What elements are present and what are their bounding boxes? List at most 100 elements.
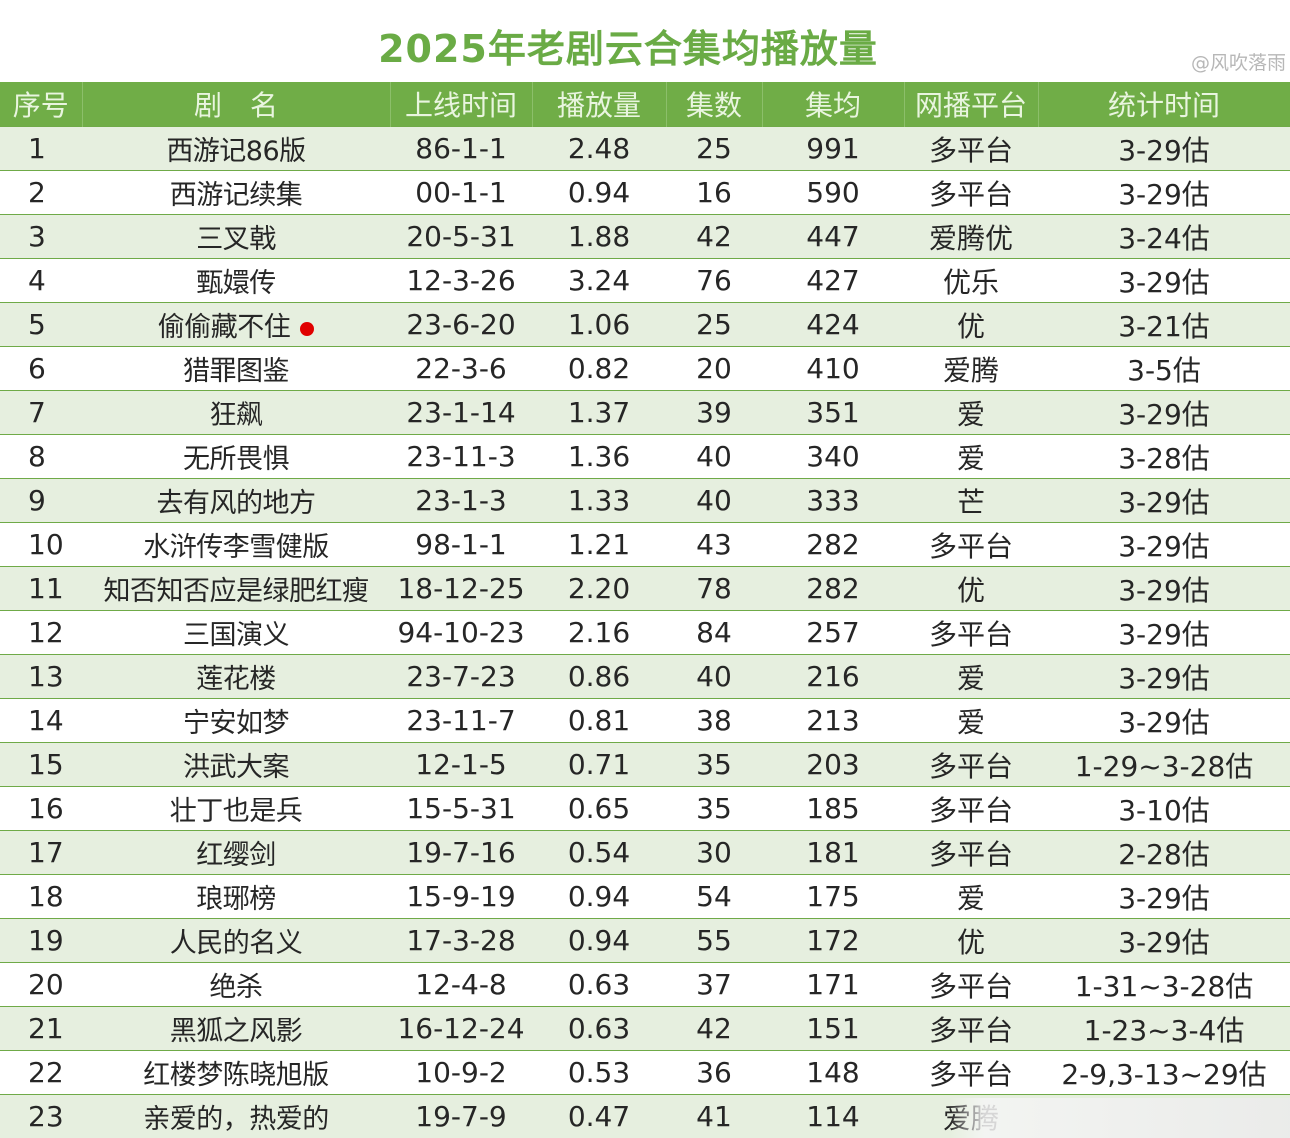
cell-text: 爱腾 <box>942 353 999 387</box>
cell-col-episodes: 41 <box>666 1094 762 1138</box>
cell-col-index: 21 <box>0 1006 82 1051</box>
cell-text: 3-10估 <box>1118 793 1210 827</box>
cell-col-index: 16 <box>0 786 82 831</box>
cell-col-episodes: 42 <box>666 214 762 259</box>
cell-col-views: 1.37 <box>532 390 666 435</box>
cell-col-platform: 多平台 <box>904 742 1038 787</box>
cell-col-title: 偷偷藏不住 <box>82 302 390 347</box>
cell-col-views: 0.65 <box>532 786 666 831</box>
header-col-episodes: 集数 <box>666 82 763 127</box>
cell-col-avg: 590 <box>762 170 904 215</box>
cell-text: 30 <box>696 836 732 869</box>
table-row: 20 绝杀 12-4-8 0.63 37 171 多平台 1-31~3-28估 <box>0 962 1290 1007</box>
cell-text: 去有风的地方 <box>156 488 317 519</box>
table-row: 19 人民的名义 17-3-28 0.94 55 172 优 3-29估 <box>0 918 1290 963</box>
cell-text: 人民的名义 <box>169 928 303 959</box>
cell-text: 41 <box>696 1100 732 1133</box>
cell-col-platform: 多平台 <box>904 522 1038 567</box>
cell-text: 3-29估 <box>1118 925 1210 959</box>
cell-col-episodes: 78 <box>666 566 762 611</box>
cell-text: 多平台 <box>928 133 1013 167</box>
cell-col-stat-time: 3-29估 <box>1038 698 1290 743</box>
cell-text: 76 <box>696 264 732 297</box>
cell-col-views: 0.47 <box>532 1094 666 1138</box>
cell-text: 三叉戟 <box>196 224 276 255</box>
cell-col-views: 0.63 <box>532 962 666 1007</box>
cell-col-index: 14 <box>0 698 82 743</box>
cell-col-title: 洪武大案 <box>82 742 390 787</box>
cell-col-views: 0.54 <box>532 830 666 875</box>
cell-text: 3-29估 <box>1118 705 1210 739</box>
cell-text: 爱腾优 <box>928 221 1013 255</box>
cell-col-stat-time: 3-10估 <box>1038 786 1290 831</box>
cell-text: 3-29估 <box>1118 661 1210 695</box>
cell-text: 171 <box>806 968 860 1001</box>
cell-col-title: 红楼梦陈晓旭版 <box>82 1050 390 1095</box>
cell-text: 257 <box>806 616 860 649</box>
cell-col-stat-time: 3-29估 <box>1038 522 1290 567</box>
cell-text: 三国演义 <box>183 620 290 651</box>
cell-col-title: 琅琊榜 <box>82 874 390 919</box>
cell-text: 410 <box>806 352 860 385</box>
cell-text: 424 <box>806 308 860 341</box>
cell-text: 1.21 <box>567 528 631 561</box>
table-row: 5 偷偷藏不住 23-6-20 1.06 25 424 优 3-21估 <box>0 302 1290 347</box>
cell-text: 114 <box>806 1100 860 1133</box>
cell-col-title: 壮丁也是兵 <box>82 786 390 831</box>
cell-text: 15-5-31 <box>406 792 516 825</box>
cell-text: 20 <box>696 352 732 385</box>
table-row: 9 去有风的地方 23-1-3 1.33 40 333 芒 3-29估 <box>0 478 1290 523</box>
cell-col-index: 18 <box>0 874 82 919</box>
table-row: 6 猎罪图鉴 22-3-6 0.82 20 410 爱腾 3-5估 <box>0 346 1290 391</box>
cell-col-release: 23-1-14 <box>390 390 532 435</box>
cell-text: 1.88 <box>567 220 631 253</box>
cell-col-avg: 151 <box>762 1006 904 1051</box>
cell-text: 333 <box>806 484 860 517</box>
cell-text: 甄嬛传 <box>196 268 276 299</box>
cell-text: 16 <box>696 176 732 209</box>
cell-text: 3-28估 <box>1118 441 1210 475</box>
cell-col-views: 1.88 <box>532 214 666 259</box>
cell-text: 42 <box>696 220 732 253</box>
cell-col-views: 0.53 <box>532 1050 666 1095</box>
cell-col-index: 22 <box>0 1050 82 1095</box>
cell-col-platform: 多平台 <box>904 170 1038 215</box>
cell-text: 22 <box>28 1056 64 1089</box>
cell-col-stat-time: 1-29~3-28估 <box>1038 742 1290 787</box>
cell-text: 狂飙 <box>209 400 264 431</box>
cell-col-avg: 203 <box>762 742 904 787</box>
cell-text: 2.20 <box>567 572 631 605</box>
cell-text: 185 <box>806 792 860 825</box>
cell-col-avg: 340 <box>762 434 904 479</box>
cell-text: 2.16 <box>567 616 631 649</box>
cell-col-release: 12-4-8 <box>390 962 532 1007</box>
cell-col-release: 15-5-31 <box>390 786 532 831</box>
cell-text: 55 <box>696 924 732 957</box>
table-row: 16 壮丁也是兵 15-5-31 0.65 35 185 多平台 3-10估 <box>0 786 1290 831</box>
cell-text: 3-24估 <box>1118 221 1210 255</box>
cell-text: 12-1-5 <box>415 748 507 781</box>
table-row: 14 宁安如梦 23-11-7 0.81 38 213 爱 3-29估 <box>0 698 1290 743</box>
cell-text: 148 <box>806 1056 860 1089</box>
cell-col-stat-time: 3-29估 <box>1038 566 1290 611</box>
ratings-table: 序号剧 名上线时间 播放量 集数 集均 网播平台 统计时间 1 西游记86版 86-1-1 2.… <box>0 82 1290 1138</box>
cell-text: 0.63 <box>567 968 631 1001</box>
cell-col-index: 15 <box>0 742 82 787</box>
cell-col-index: 11 <box>0 566 82 611</box>
cell-col-release: 10-9-2 <box>390 1050 532 1095</box>
cell-text: 多平台 <box>928 837 1013 871</box>
table-row: 7 狂飙 23-1-14 1.37 39 351 爱 3-29估 <box>0 390 1290 435</box>
table-row: 4 甄嬛传 12-3-26 3.24 76 427 优乐 3-29估 <box>0 258 1290 303</box>
cell-col-platform: 多平台 <box>904 1006 1038 1051</box>
cell-col-platform: 优 <box>904 302 1038 347</box>
cell-col-index: 23 <box>0 1094 82 1138</box>
cell-col-avg: 991 <box>762 126 904 171</box>
cell-text: 43 <box>696 528 732 561</box>
table-row: 21 黑狐之风影 16-12-24 0.63 42 151 多平台 1-23~3-4估 <box>0 1006 1290 1051</box>
cell-text: 多平台 <box>928 749 1013 783</box>
cell-text: 16-12-24 <box>397 1012 525 1045</box>
cell-col-release: 94-10-23 <box>390 610 532 655</box>
cell-text: 2-28估 <box>1118 837 1210 871</box>
cell-col-platform: 多平台 <box>904 962 1038 1007</box>
cell-text: 94-10-23 <box>397 616 525 649</box>
